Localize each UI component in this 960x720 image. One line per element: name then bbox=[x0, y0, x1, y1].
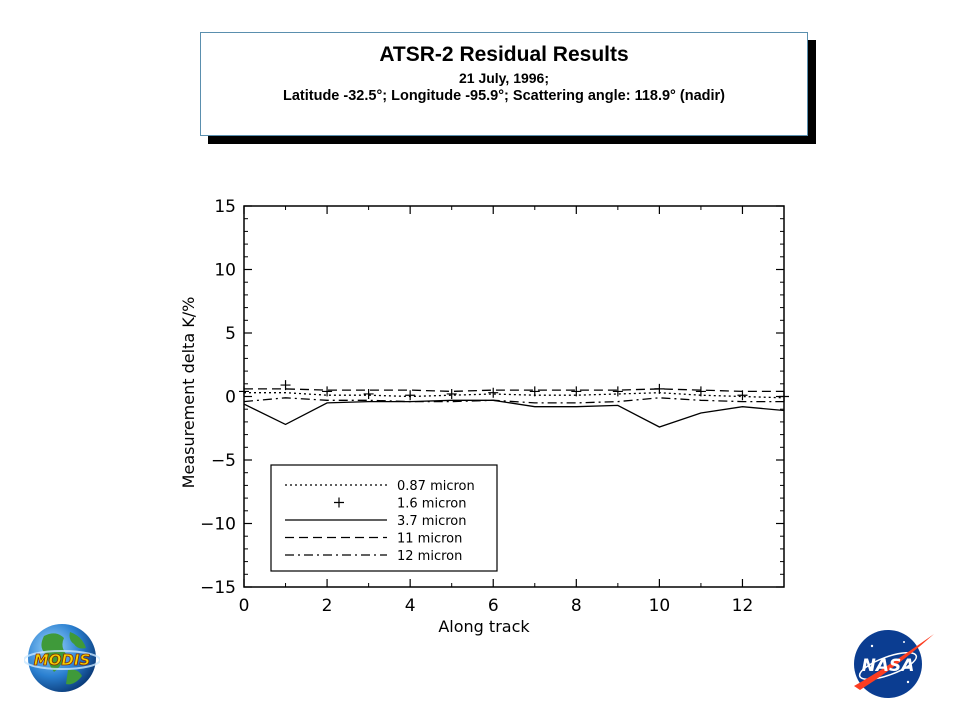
series-point-1-6-micron bbox=[280, 380, 291, 391]
x-tick-label: 6 bbox=[488, 596, 499, 616]
x-tick-label: 10 bbox=[649, 596, 671, 616]
series-point-1-6-micron bbox=[363, 388, 374, 399]
y-tick-label: 0 bbox=[225, 388, 236, 408]
modis-logo-text: MODIS bbox=[34, 651, 91, 669]
title-box: ATSR-2 Residual Results 21 July, 1996; L… bbox=[200, 32, 808, 136]
series-point-1-6-micron bbox=[612, 386, 623, 397]
legend-label: 11 micron bbox=[397, 532, 462, 547]
series-point-1-6-micron bbox=[529, 386, 540, 397]
legend-label: 1.6 micron bbox=[397, 497, 466, 512]
nasa-logo: NASA bbox=[854, 630, 934, 698]
legend-swatch bbox=[334, 497, 344, 508]
series-line-11-micron bbox=[244, 388, 784, 393]
legend-label: 3.7 micron bbox=[397, 514, 466, 529]
series-point-1-6-micron bbox=[571, 386, 582, 397]
series-point-1-6-micron bbox=[322, 386, 333, 397]
x-tick-label: 0 bbox=[239, 596, 250, 616]
legend-label: 0.87 micron bbox=[397, 479, 475, 494]
x-axis-label: Along track bbox=[438, 617, 530, 636]
y-tick-label: −5 bbox=[211, 451, 236, 471]
legend-label: 12 micron bbox=[397, 549, 462, 564]
chart-date: 21 July, 1996; bbox=[458, 70, 550, 86]
x-tick-label: 4 bbox=[405, 596, 416, 616]
y-tick-label: 10 bbox=[214, 261, 236, 281]
series-point-1-6-micron bbox=[239, 386, 249, 397]
series-line-12-micron bbox=[243, 397, 784, 404]
modis-logo: MODIS bbox=[24, 624, 100, 692]
series-point-1-6-micron bbox=[405, 390, 416, 401]
y-tick-label: −15 bbox=[200, 578, 236, 598]
x-tick-label: 8 bbox=[571, 596, 582, 616]
series-line-3-7-micron bbox=[243, 399, 785, 428]
series-line-0-87-micron bbox=[244, 392, 785, 399]
y-tick-label: 15 bbox=[214, 197, 236, 217]
x-tick-label: 12 bbox=[732, 596, 754, 616]
legend-box bbox=[270, 464, 498, 572]
y-tick-label: 5 bbox=[225, 324, 236, 344]
chart-title: ATSR-2 Residual Results bbox=[379, 43, 629, 66]
nasa-logo-text: NASA bbox=[862, 656, 915, 676]
y-tick-label: −10 bbox=[200, 515, 236, 535]
y-axis-label: Measurement delta K/% bbox=[179, 297, 198, 489]
series-point-1-6-micron bbox=[695, 386, 706, 397]
series-point-1-6-micron bbox=[446, 388, 457, 399]
chart-location: Latitude -32.5°; Longitude -95.9°; Scatt… bbox=[282, 88, 725, 104]
series-point-1-6-micron bbox=[488, 387, 499, 398]
x-tick-label: 2 bbox=[322, 596, 333, 616]
series-point-1-6-micron bbox=[779, 391, 789, 402]
